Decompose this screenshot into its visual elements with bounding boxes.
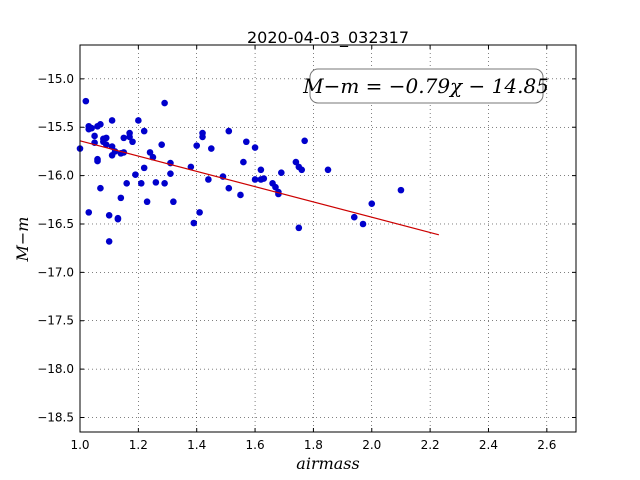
data-point bbox=[359, 220, 367, 228]
data-point bbox=[199, 133, 206, 141]
data-point bbox=[251, 144, 259, 151]
axis-ticks: 1.0 1.2 1.4 1.6 1.8 2.0 2.2 2.4 2.6 −15.0 −15.5 −16… bbox=[37, 45, 576, 452]
data-point bbox=[170, 198, 177, 206]
x-tick-label: 1.6 bbox=[246, 438, 265, 452]
x-tick-label: 2.2 bbox=[421, 438, 440, 452]
data-point bbox=[298, 166, 306, 174]
chart-title: 2020-04-03_032317 bbox=[247, 28, 409, 48]
data-point bbox=[161, 180, 168, 187]
data-point bbox=[237, 191, 244, 199]
data-point bbox=[94, 155, 101, 163]
y-tick-label: −16.0 bbox=[37, 169, 74, 183]
y-tick-label: −16.5 bbox=[37, 217, 74, 231]
data-point bbox=[82, 97, 90, 105]
data-point bbox=[196, 209, 203, 216]
data-point bbox=[132, 171, 139, 178]
data-point bbox=[137, 180, 145, 187]
x-tick-label: 2.6 bbox=[537, 438, 556, 452]
data-point bbox=[129, 138, 136, 146]
data-point bbox=[126, 133, 133, 141]
data-points bbox=[76, 97, 405, 245]
data-point bbox=[350, 213, 358, 221]
data-point bbox=[260, 175, 268, 182]
data-point bbox=[292, 158, 300, 166]
y-tick-label: −17.0 bbox=[37, 265, 74, 279]
data-point bbox=[301, 137, 308, 145]
data-point bbox=[225, 184, 233, 192]
data-point bbox=[251, 176, 259, 183]
data-point bbox=[114, 214, 122, 222]
data-point bbox=[324, 166, 332, 174]
y-tick-label: −15.0 bbox=[37, 72, 74, 86]
data-point bbox=[207, 145, 215, 152]
data-point bbox=[146, 149, 154, 156]
data-point bbox=[190, 219, 198, 227]
data-point bbox=[225, 127, 233, 135]
data-point bbox=[240, 158, 247, 166]
data-point bbox=[117, 194, 125, 202]
data-point bbox=[272, 183, 279, 191]
x-tick-label: 1.0 bbox=[70, 438, 89, 452]
y-tick-label: −17.5 bbox=[37, 314, 74, 328]
data-point bbox=[140, 127, 148, 135]
data-point bbox=[161, 99, 168, 107]
data-point bbox=[102, 141, 110, 148]
data-point bbox=[243, 138, 250, 146]
annotation-box bbox=[309, 68, 544, 104]
annotation-text: M−m = −0.79χ − 14.85 bbox=[302, 74, 549, 98]
data-point bbox=[135, 117, 142, 124]
x-tick-label: 2.4 bbox=[479, 438, 498, 452]
data-point bbox=[143, 198, 151, 206]
data-point bbox=[187, 163, 195, 171]
data-point bbox=[397, 186, 405, 194]
y-tick-label: −18.5 bbox=[37, 410, 74, 424]
data-point bbox=[88, 124, 95, 132]
data-point bbox=[102, 134, 110, 142]
data-point bbox=[158, 141, 165, 148]
equation-annotation: M−m = −0.79χ − 14.85 bbox=[302, 68, 549, 104]
data-point bbox=[105, 211, 113, 219]
data-point bbox=[140, 164, 148, 172]
data-point bbox=[105, 238, 113, 245]
y-tick-label: −18.0 bbox=[37, 362, 74, 376]
data-point bbox=[97, 184, 104, 192]
x-tick-label: 2.0 bbox=[362, 438, 381, 452]
data-point bbox=[193, 142, 201, 149]
data-point bbox=[368, 200, 376, 207]
plot-frame bbox=[79, 44, 577, 433]
data-point bbox=[97, 121, 104, 128]
x-axis-label: airmass bbox=[296, 454, 359, 473]
y-axis-label: M−m bbox=[13, 217, 32, 263]
data-point bbox=[205, 176, 212, 183]
y-tick-label: −15.5 bbox=[37, 120, 74, 134]
data-point bbox=[120, 134, 128, 142]
data-point bbox=[123, 180, 130, 187]
data-point bbox=[278, 169, 285, 177]
data-point bbox=[91, 132, 98, 140]
data-point bbox=[295, 224, 303, 232]
x-tick-label: 1.4 bbox=[187, 438, 206, 452]
x-tick-label: 1.2 bbox=[129, 438, 148, 452]
data-point bbox=[108, 117, 116, 124]
data-point bbox=[85, 209, 93, 216]
data-point bbox=[152, 179, 160, 186]
data-point bbox=[257, 166, 265, 174]
x-tick-label: 1.8 bbox=[304, 438, 323, 452]
fit-line bbox=[79, 140, 440, 236]
data-point bbox=[167, 170, 174, 177]
